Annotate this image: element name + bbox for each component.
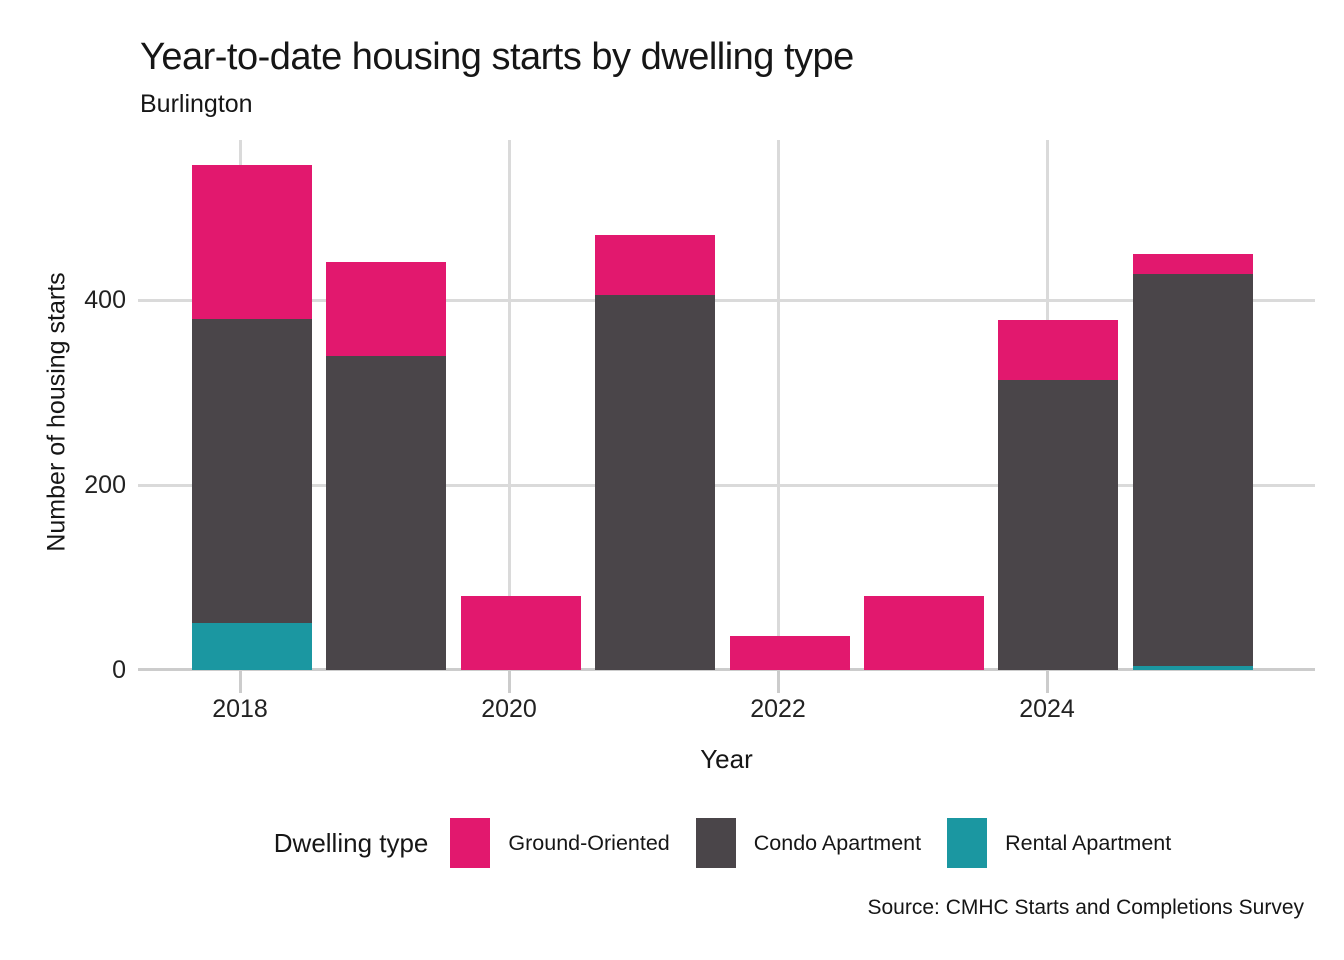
y-tick-label-400: 400 [84,286,126,314]
chart-title: Year-to-date housing starts by dwelling … [140,36,854,78]
x-tick-label-2018: 2018 [212,695,268,723]
legend-label-rental-apartment: Rental Apartment [1005,830,1172,855]
bar-segment-2022-ground-oriented [729,635,850,670]
bar-segment-2021-ground-oriented [595,235,716,296]
plot-panel [138,140,1315,693]
x-tick-label-2020: 2020 [481,695,537,723]
gridline-y-400 [138,298,1315,302]
legend-label-ground-oriented: Ground-Oriented [508,830,670,855]
x-axis-line [138,668,1315,671]
y-tick-label-200: 200 [84,471,126,499]
x-tick-mark-2020 [507,670,511,693]
x-tick-label-2024: 2024 [1019,695,1075,723]
bar-segment-2020-ground-oriented [460,596,581,670]
source-note: Source: CMHC Starts and Completions Surv… [867,896,1305,919]
legend: Dwelling type Ground-Oriented Condo Apart… [138,816,1315,870]
bar-segment-2025-condo-apartment [1132,274,1253,667]
gridline-x-2020 [507,140,511,670]
x-tick-mark-2018 [238,670,242,693]
x-tick-label-2022: 2022 [750,695,806,723]
legend-swatch-rental-apartment [947,818,988,868]
gridline-x-2022 [776,140,780,670]
bar-segment-2018-condo-apartment [192,319,312,623]
bar-segment-2025-rental-apartment [1132,666,1253,670]
bar-segment-2025-ground-oriented [1132,253,1253,275]
legend-swatch-ground-oriented [450,818,491,868]
legend-title: Dwelling type [273,827,429,858]
legend-swatch-condo-apartment [695,818,736,868]
x-tick-mark-2024 [1045,670,1049,693]
bar-segment-2018-ground-oriented [192,164,312,320]
bar-segment-2024-ground-oriented [998,320,1119,380]
bar-segment-2021-condo-apartment [595,295,716,670]
bar-segment-2019-condo-apartment [326,355,447,670]
y-tick-label-0: 0 [112,656,126,684]
x-tick-mark-2022 [776,670,780,693]
bar-segment-2024-condo-apartment [998,379,1119,670]
legend-label-condo-apartment: Condo Apartment [753,830,922,855]
bar-segment-2023-ground-oriented [864,596,984,670]
chart-subtitle: Burlington [140,90,253,118]
gridline-y-200 [138,483,1315,487]
x-axis-title: Year [700,744,753,774]
bar-segment-2018-rental-apartment [192,622,312,670]
bar-segment-2019-ground-oriented [326,262,447,356]
